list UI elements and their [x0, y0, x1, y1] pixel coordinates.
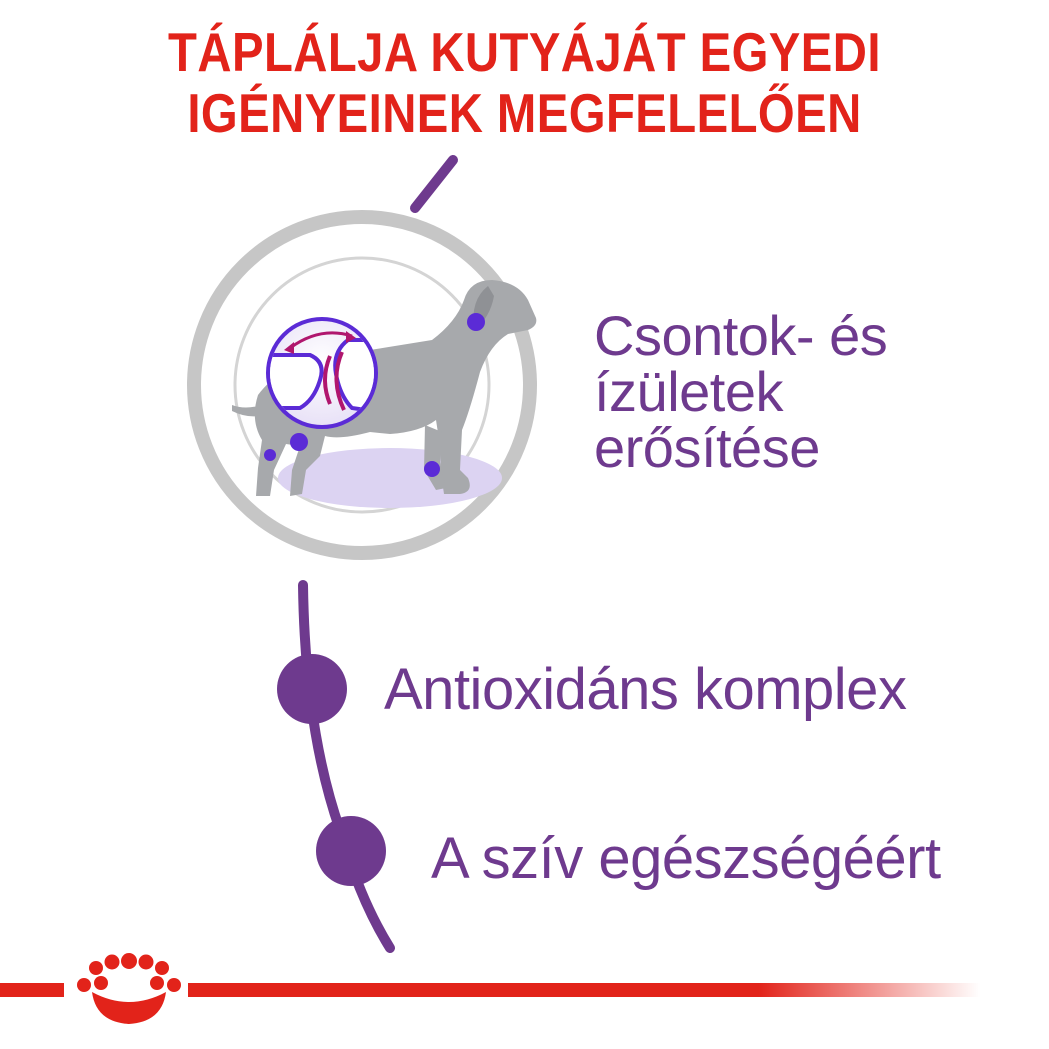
inner-ring	[233, 256, 491, 514]
benefit-antioxidant: Antioxidáns komplex	[384, 657, 907, 722]
joint-dot-hip	[290, 433, 308, 451]
joint-magnifier-icon	[266, 317, 378, 429]
benefit-heart-health: A szív egészségéért	[431, 826, 941, 891]
timeline-dot-icon-1	[277, 654, 347, 724]
timeline-dot-icon-2	[316, 816, 386, 886]
headline-line-2: IGÉNYEINEK MEGFELELŐEN	[187, 82, 862, 144]
joint-dot-paw	[264, 449, 276, 461]
joint-dot-shoulder	[467, 313, 485, 331]
headline-line-1: TÁPLÁLJA KUTYÁJÁT EGYEDI	[168, 21, 881, 83]
joint-dot-knee	[424, 461, 440, 477]
benefit-bone-joint: Csontok- és ízületek erősítése	[594, 304, 888, 479]
brand-bar-right	[188, 983, 980, 997]
royal-canin-crown-logo	[77, 953, 181, 1024]
timeline-top-segment	[410, 155, 458, 213]
benefit-bone-joint-line-2: ízületek	[594, 360, 784, 423]
benefit-bone-joint-line-1: Csontok- és	[594, 304, 888, 367]
benefit-bone-joint-line-3: erősítése	[594, 416, 820, 479]
brand-bar-left	[0, 983, 64, 997]
headline: TÁPLÁLJA KUTYÁJÁT EGYEDI IGÉNYEINEK MEGF…	[73, 22, 975, 144]
timeline-main-curve	[298, 580, 395, 953]
outer-ring	[187, 210, 537, 560]
